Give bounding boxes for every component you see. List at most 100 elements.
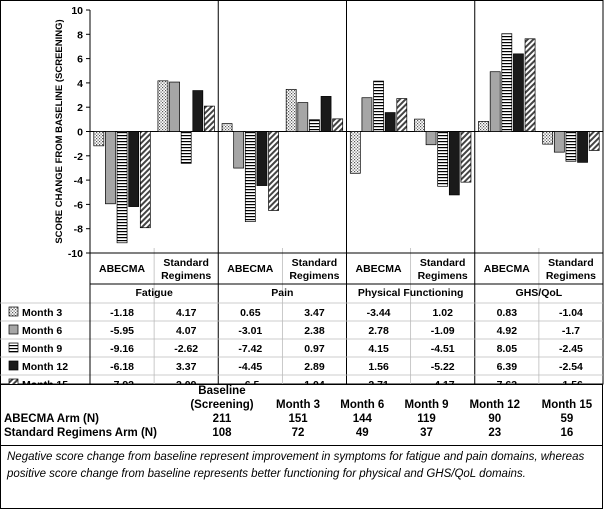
n-table-cell: 59 xyxy=(560,413,574,425)
data-value: 3.37 xyxy=(176,361,197,373)
domain-label: Pain xyxy=(271,287,293,299)
data-value: 7.63 xyxy=(497,379,518,385)
bar-month-6 xyxy=(233,131,245,169)
data-value: 4.17 xyxy=(176,307,197,319)
data-value: 0.97 xyxy=(304,343,325,355)
n-table-cell: 151 xyxy=(288,413,308,425)
legend-swatch xyxy=(8,324,19,335)
y-axis-label: SCORE CHANGE FROM BASELINE (SCREENING) xyxy=(54,19,65,243)
data-value: -5.22 xyxy=(431,361,455,373)
y-tick-label: 4 xyxy=(77,78,83,90)
bar-month-15 xyxy=(396,98,408,132)
bar-month-6 xyxy=(105,131,116,205)
n-table-row-abecma: ABECMA Arm (N) 211 151 144 119 90 59 xyxy=(0,412,603,426)
n-table-cell: 119 xyxy=(417,413,436,425)
bar-month-6 xyxy=(553,131,565,153)
data-value: -7.92 xyxy=(110,379,134,385)
n-table-header: (Screening) xyxy=(190,399,254,411)
n-table-header: Month 3 xyxy=(276,399,321,411)
data-value: -1.56 xyxy=(559,379,583,385)
bar-month-15 xyxy=(524,38,536,132)
data-value: -6.18 xyxy=(110,361,134,373)
bar-month-3 xyxy=(157,80,169,132)
arm-label: Regimens xyxy=(418,270,468,282)
data-value: -1.7 xyxy=(562,325,580,337)
n-table-header: Month 15 xyxy=(541,399,593,411)
sample-size-table: Baseline (Screening) Month 3 Month 6 Mon… xyxy=(0,384,603,440)
data-value: -3.01 xyxy=(238,325,262,337)
bar-month-6 xyxy=(361,97,373,132)
arm-label: Standard xyxy=(420,257,466,269)
data-value: 1.04 xyxy=(304,379,325,385)
data-value: -7.42 xyxy=(238,343,262,355)
bar-month-9 xyxy=(180,131,192,164)
arm-label: ABECMA xyxy=(484,263,530,275)
y-tick-label: -10 xyxy=(68,248,83,260)
bar-month-12 xyxy=(577,131,588,163)
data-value: 1.02 xyxy=(432,307,453,319)
y-tick-label: 2 xyxy=(77,102,83,114)
arm-label: Regimens xyxy=(546,270,596,282)
y-tick-label: -2 xyxy=(74,151,83,163)
n-table-header: Month 12 xyxy=(469,399,520,411)
n-table-corner xyxy=(0,384,178,398)
n-table-row-standard: Standard Regimens Arm (N) 108 72 49 37 2… xyxy=(0,426,603,440)
bar-month-15 xyxy=(139,131,151,229)
data-value: -5.95 xyxy=(110,325,134,337)
y-tick-label: -6 xyxy=(74,199,83,211)
n-table-header: Baseline xyxy=(198,385,246,397)
arm-label: ABECMA xyxy=(356,263,402,275)
bar-month-3 xyxy=(349,131,361,174)
data-value: -4.51 xyxy=(431,343,455,355)
bar-month-9 xyxy=(116,131,128,244)
legend-label: Month 9 xyxy=(22,343,62,355)
data-value: -4.45 xyxy=(238,361,262,373)
data-value: -1.09 xyxy=(431,325,455,337)
n-table-cell: 108 xyxy=(212,427,232,439)
data-value: 3.47 xyxy=(304,307,325,319)
bar-month-6 xyxy=(297,102,309,132)
n-table-cell: 144 xyxy=(352,413,372,425)
n-table-row-label: ABECMA Arm (N) xyxy=(4,413,99,425)
bar-month-6 xyxy=(425,131,437,146)
bar-month-15 xyxy=(460,131,472,183)
data-value: 2.09 xyxy=(176,379,197,385)
n-table-cell: 49 xyxy=(355,427,369,439)
n-table-cell: 72 xyxy=(291,427,305,439)
bar-month-12 xyxy=(192,90,204,132)
arm-label: Standard xyxy=(292,257,338,269)
n-table-cell: 211 xyxy=(212,413,232,425)
domain-label: GHS/QoL xyxy=(516,287,563,299)
n-table-header-row-1: Baseline xyxy=(0,384,603,398)
data-value: -2.62 xyxy=(174,343,198,355)
data-value: -4.17 xyxy=(431,379,455,385)
y-tick-label: 6 xyxy=(77,54,83,66)
arm-label: Regimens xyxy=(289,270,339,282)
bar-month-9 xyxy=(501,33,513,132)
n-table-cell: 90 xyxy=(488,413,502,425)
data-value: 2.71 xyxy=(368,379,389,385)
arm-label: Standard xyxy=(548,257,594,269)
data-value: -6.5 xyxy=(241,379,259,385)
bar-month-3 xyxy=(285,88,297,132)
data-value: 1.56 xyxy=(368,361,389,373)
bar-month-15 xyxy=(588,131,600,151)
bar-month-9 xyxy=(437,131,449,187)
bar-month-6 xyxy=(169,81,180,132)
data-value: 8.05 xyxy=(497,343,518,355)
y-tick-label: 10 xyxy=(71,5,83,17)
y-tick-label: -4 xyxy=(74,175,83,187)
arm-label: Standard xyxy=(163,257,209,269)
arm-label: Regimens xyxy=(161,270,211,282)
domain-label: Physical Functioning xyxy=(358,287,464,299)
y-tick-label: 8 xyxy=(77,29,83,41)
n-table-cell: 16 xyxy=(560,427,574,439)
data-value: -1.18 xyxy=(110,307,134,319)
bar-month-3 xyxy=(542,131,554,145)
legend-swatch xyxy=(8,306,19,317)
legend-label: Month 15 xyxy=(22,379,68,385)
y-tick-label: 0 xyxy=(77,127,83,139)
legend-swatch xyxy=(8,360,19,371)
bar-month-9 xyxy=(309,119,320,132)
